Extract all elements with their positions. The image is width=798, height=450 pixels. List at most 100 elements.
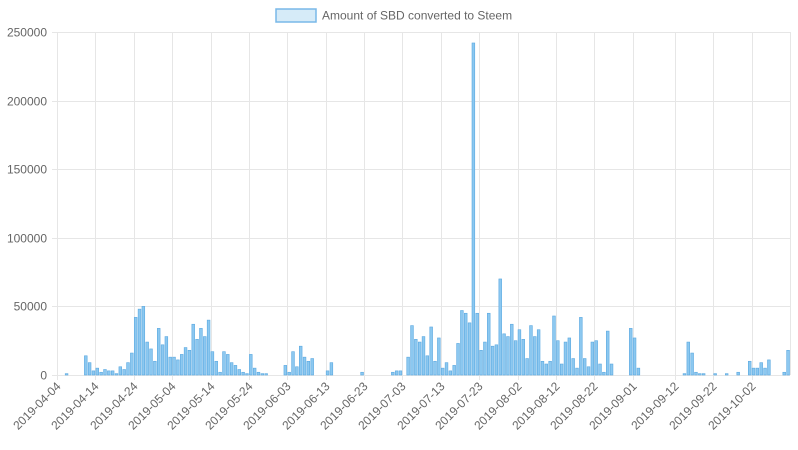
bar[interactable]	[141, 306, 146, 376]
bar[interactable]	[287, 371, 291, 376]
bar[interactable]	[609, 363, 614, 376]
bar[interactable]	[410, 325, 414, 376]
bar[interactable]	[598, 363, 602, 376]
bar[interactable]	[513, 340, 518, 376]
bar[interactable]	[490, 345, 495, 376]
bar[interactable]	[299, 345, 303, 376]
bar[interactable]	[118, 366, 123, 376]
bar[interactable]	[310, 358, 314, 376]
bar[interactable]	[126, 362, 130, 376]
bar[interactable]	[540, 360, 545, 376]
bar[interactable]	[103, 369, 107, 376]
bar[interactable]	[536, 329, 541, 376]
bar[interactable]	[214, 360, 218, 376]
bar[interactable]	[153, 360, 157, 376]
bar[interactable]	[602, 371, 606, 376]
bar[interactable]	[759, 362, 763, 376]
bar[interactable]	[260, 373, 265, 376]
bar[interactable]	[460, 310, 464, 376]
bar[interactable]	[632, 337, 637, 376]
bar[interactable]	[160, 344, 165, 376]
bar[interactable]	[241, 371, 245, 376]
bar[interactable]	[590, 341, 595, 376]
bar[interactable]	[249, 354, 253, 376]
bar[interactable]	[763, 367, 767, 376]
bar[interactable]	[471, 42, 476, 376]
bar[interactable]	[594, 340, 598, 376]
bar[interactable]	[360, 371, 364, 376]
bar[interactable]	[84, 355, 88, 376]
bar[interactable]	[187, 349, 192, 376]
bar[interactable]	[421, 336, 426, 376]
bar[interactable]	[494, 344, 499, 376]
bar[interactable]	[283, 365, 288, 376]
bar[interactable]	[582, 358, 587, 376]
bar[interactable]	[91, 370, 96, 376]
bar[interactable]	[567, 337, 572, 376]
bar[interactable]	[203, 336, 207, 376]
bar[interactable]	[452, 365, 456, 376]
bar[interactable]	[210, 351, 215, 376]
bar[interactable]	[786, 349, 790, 376]
bar[interactable]	[133, 317, 138, 376]
bar[interactable]	[552, 315, 556, 376]
bar[interactable]	[575, 367, 579, 376]
bar[interactable]	[180, 354, 184, 376]
bar[interactable]	[295, 366, 299, 376]
bar[interactable]	[456, 343, 460, 376]
bar[interactable]	[302, 356, 307, 376]
bar[interactable]	[107, 370, 111, 376]
bar[interactable]	[636, 367, 641, 376]
bar[interactable]	[563, 341, 568, 376]
bar[interactable]	[226, 354, 230, 376]
bar[interactable]	[767, 359, 771, 376]
bar[interactable]	[264, 373, 268, 376]
bar[interactable]	[291, 351, 295, 376]
bar[interactable]	[713, 373, 717, 376]
bar[interactable]	[629, 328, 633, 376]
bar[interactable]	[724, 373, 729, 376]
bar[interactable]	[586, 366, 591, 376]
bar[interactable]	[176, 359, 180, 376]
bar[interactable]	[164, 336, 169, 376]
bar[interactable]	[529, 325, 533, 376]
bar[interactable]	[448, 370, 453, 376]
bar[interactable]	[483, 341, 487, 376]
bar[interactable]	[464, 312, 468, 376]
bar[interactable]	[172, 356, 176, 376]
bar[interactable]	[130, 352, 134, 376]
bar[interactable]	[755, 367, 760, 376]
bar[interactable]	[475, 312, 479, 376]
legend-swatch[interactable]	[275, 8, 317, 23]
bar[interactable]	[218, 371, 222, 376]
bar[interactable]	[168, 356, 172, 376]
bar[interactable]	[306, 360, 311, 376]
bar[interactable]	[690, 352, 694, 376]
bar[interactable]	[222, 351, 226, 376]
bar[interactable]	[137, 308, 142, 376]
bar[interactable]	[686, 341, 690, 376]
bar[interactable]	[114, 373, 119, 376]
bar[interactable]	[441, 367, 445, 376]
bar[interactable]	[502, 333, 506, 376]
bar[interactable]	[487, 312, 491, 376]
bar[interactable]	[195, 339, 199, 376]
bar[interactable]	[245, 373, 249, 376]
bar[interactable]	[525, 358, 529, 376]
bar[interactable]	[398, 370, 403, 376]
bar[interactable]	[751, 367, 756, 376]
bar[interactable]	[437, 337, 441, 376]
bar[interactable]	[87, 362, 92, 376]
bar[interactable]	[533, 336, 537, 376]
bar[interactable]	[606, 330, 610, 376]
bar[interactable]	[64, 373, 69, 376]
bar[interactable]	[579, 317, 583, 376]
bar[interactable]	[506, 336, 510, 376]
bar[interactable]	[701, 373, 706, 376]
bar[interactable]	[698, 373, 702, 376]
bar[interactable]	[391, 371, 395, 376]
bar[interactable]	[498, 278, 502, 376]
bar[interactable]	[417, 341, 422, 376]
bar[interactable]	[183, 347, 188, 376]
bar[interactable]	[191, 323, 195, 376]
